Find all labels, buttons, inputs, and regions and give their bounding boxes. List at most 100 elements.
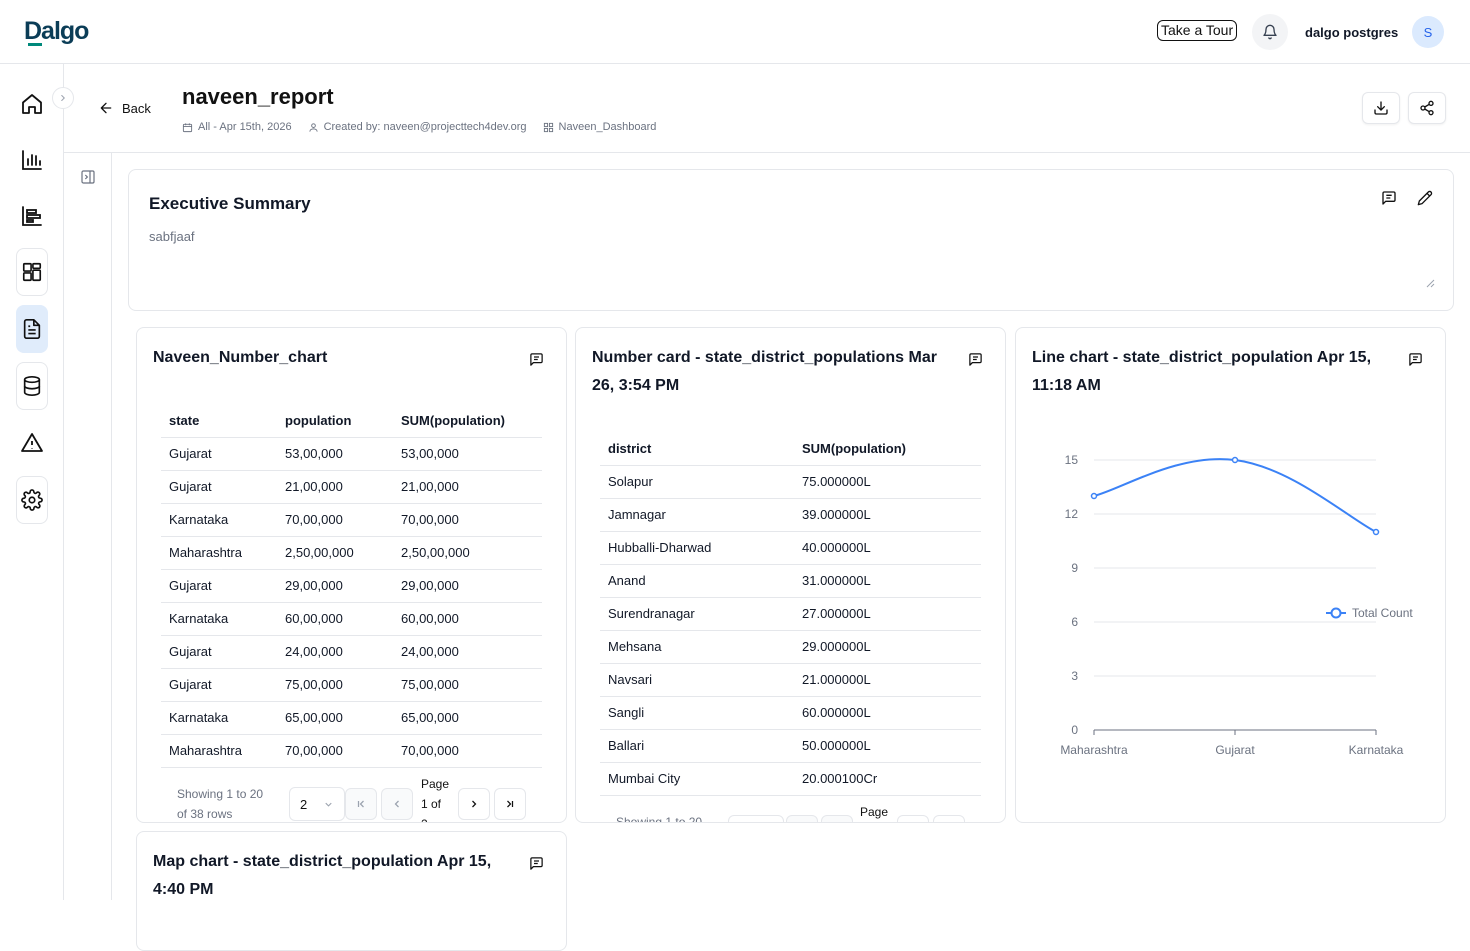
comment-icon: [529, 352, 543, 366]
table-cell: 31.000000L: [794, 564, 981, 598]
share-icon: [1420, 100, 1434, 116]
edit-button[interactable]: [1416, 189, 1434, 207]
report-meta: All - Apr 15th, 2026 Created by: naveen@…: [182, 121, 656, 133]
page-size-select[interactable]: 2: [289, 787, 345, 821]
page-title: naveen_report: [182, 84, 334, 109]
dalgo-logo[interactable]: Dalgo: [24, 17, 89, 45]
y-tick-label: 15: [1065, 453, 1079, 467]
data-table: district SUM(population) Solapur 75.00000…: [600, 432, 981, 796]
data-point: [1372, 528, 1380, 536]
table-header-row: state population SUM(population): [161, 404, 542, 438]
comment-button[interactable]: [1406, 350, 1424, 368]
table-cell: 29,00,000: [393, 569, 542, 603]
executive-summary-text[interactable]: sabfjaaf: [149, 229, 195, 244]
sidebar-item-data[interactable]: [16, 362, 48, 410]
take-a-tour-button[interactable]: Take a Tour: [1157, 20, 1238, 41]
table-header-row: district SUM(population): [600, 432, 981, 466]
table-row: Karnataka 70,00,000 70,00,000: [161, 503, 542, 537]
created-by: Created by: naveen@projecttech4dev.org: [308, 121, 527, 133]
sidebar: [0, 64, 64, 900]
table-cell: 27.000000L: [794, 597, 981, 631]
column-header[interactable]: SUM(population): [794, 432, 981, 466]
sidebar-item-alerts[interactable]: [16, 419, 48, 467]
table-cell: Mehsana: [600, 630, 794, 664]
legend-marker: [1330, 607, 1342, 619]
page-label: Page: [421, 777, 450, 791]
page-size-select[interactable]: [728, 815, 784, 822]
executive-summary-title: Executive Summary: [149, 194, 311, 213]
table-cell: 70,00,000: [393, 734, 542, 768]
download-button[interactable]: [1362, 92, 1400, 124]
table-cell: 70,00,000: [393, 503, 542, 537]
chevron-right-icon: [472, 800, 477, 808]
series-line: [1093, 458, 1377, 533]
chart-title: Map chart - state_district_population Ap…: [153, 848, 491, 904]
page-label: Page: [860, 805, 889, 819]
sidebar-item-home[interactable]: [16, 80, 48, 128]
column-header[interactable]: district: [600, 432, 794, 466]
username-label[interactable]: dalgo postgres: [1305, 25, 1399, 40]
chart-title-line-1: Number card - state_district_populations…: [592, 349, 937, 366]
share-button[interactable]: [1408, 92, 1446, 124]
column-header[interactable]: population: [277, 404, 393, 438]
comment-button[interactable]: [1380, 189, 1398, 207]
avatar[interactable]: S: [1412, 16, 1444, 48]
download-icon: [1374, 101, 1388, 115]
first-page-button[interactable]: [345, 788, 377, 820]
sidebar-item-reports[interactable]: [16, 305, 48, 353]
dashboard-link-text: Naveen_Dashboard: [558, 121, 657, 133]
naveen-number-chart-card: Naveen_Number_chart state population SUM…: [136, 327, 567, 823]
comment-button[interactable]: [527, 854, 545, 872]
notifications-button[interactable]: [1252, 14, 1288, 50]
map-chart-card: Map chart - state_district_population Ap…: [136, 831, 567, 951]
back-label: Back: [122, 100, 151, 116]
sidebar-item-charts[interactable]: [16, 136, 48, 184]
comment-button[interactable]: [527, 350, 545, 368]
table-cell: 75,00,000: [277, 668, 393, 702]
sidebar-item-settings[interactable]: [16, 476, 48, 524]
calendar-icon: [182, 122, 193, 132]
sidebar-item-dashboards[interactable]: [16, 248, 48, 296]
last-page-button[interactable]: [933, 815, 965, 822]
chevron-down-icon: [325, 802, 332, 807]
back-button[interactable]: Back: [98, 100, 151, 116]
chart-title-line-2: 26, 3:54 PM: [592, 377, 680, 394]
dashboard-link[interactable]: Naveen_Dashboard: [543, 121, 657, 133]
line-chart-card: Line chart - state_district_population A…: [1015, 327, 1446, 823]
table-row: Gujarat 75,00,000 75,00,000: [161, 668, 542, 702]
chevron-left-icon: [394, 800, 399, 808]
previous-page-button[interactable]: [381, 788, 413, 820]
sidebar-item-explore[interactable]: [16, 192, 48, 240]
data-point: [1231, 456, 1239, 464]
number-card-chart-card: Number card - state_district_populations…: [575, 327, 1006, 823]
comment-icon: [529, 856, 543, 870]
column-header[interactable]: SUM(population): [393, 404, 542, 438]
table-cell: 21.000000L: [794, 663, 981, 697]
resize-handle-icon[interactable]: [1425, 278, 1435, 288]
sidebar-collapse-button[interactable]: [52, 87, 74, 109]
panel-toggle-button[interactable]: [80, 169, 96, 190]
column-header[interactable]: state: [161, 404, 277, 438]
line-chart: 0 3 6 9 12 15 Maharashtra Gujarat Karnataka Total…: [1060, 453, 1413, 757]
comment-button[interactable]: [966, 350, 984, 368]
next-page-button[interactable]: [458, 788, 490, 820]
page-indicator: Page 1 of 2: [421, 774, 450, 822]
table-cell: Maharashtra: [161, 536, 277, 570]
chart-title: Number card - state_district_populations…: [592, 344, 937, 400]
table-row: Gujarat 53,00,000 53,00,000: [161, 437, 542, 471]
table-row: Maharashtra 70,00,000 70,00,000: [161, 734, 542, 768]
table-cell: 29,00,000: [277, 569, 393, 603]
table-row: Maharashtra 2,50,00,000 2,50,00,000: [161, 536, 542, 570]
table-cell: Surendranagar: [600, 597, 794, 631]
first-page-button[interactable]: [786, 815, 818, 822]
table-cell: Mumbai City: [600, 762, 794, 796]
x-tick-label: Karnataka: [1349, 743, 1404, 757]
table-cell: Gujarat: [161, 668, 277, 702]
previous-page-button[interactable]: [821, 815, 853, 822]
last-page-button[interactable]: [494, 788, 526, 820]
table-row: Gujarat 29,00,000 29,00,000: [161, 569, 542, 603]
panel-expand-icon: [81, 170, 95, 184]
showing-line-2: of 38 rows: [177, 807, 233, 821]
next-page-button[interactable]: [897, 815, 929, 822]
report-header: Back naveen_report All - Apr 15th, 2026 …: [64, 64, 1470, 153]
